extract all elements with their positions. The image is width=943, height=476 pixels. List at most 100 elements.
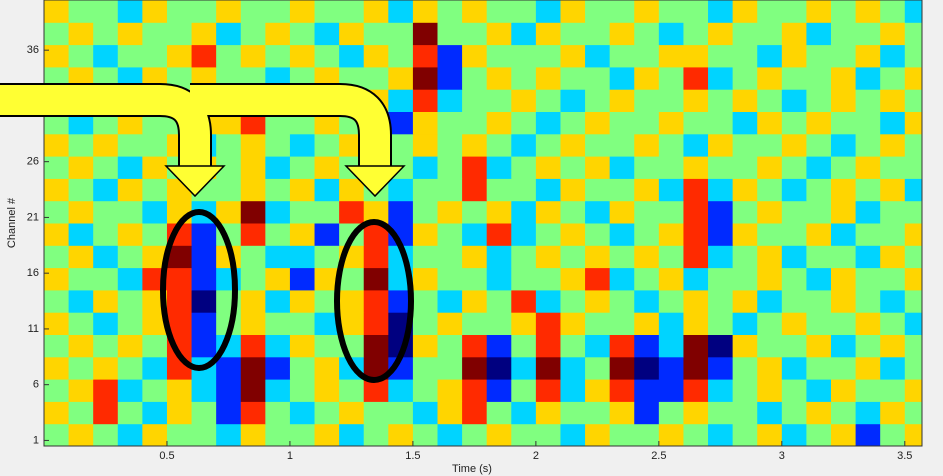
heatmap-cell — [241, 335, 266, 358]
heatmap-cell — [634, 245, 659, 268]
heatmap-cell — [44, 290, 69, 313]
heatmap-cell — [93, 201, 118, 224]
heatmap-cell — [659, 134, 684, 157]
heatmap-cell — [536, 223, 561, 246]
heatmap-cell — [93, 424, 118, 447]
heatmap-cell — [413, 45, 438, 68]
heatmap-cell — [216, 357, 241, 380]
heatmap-cell — [241, 290, 266, 313]
heatmap-cell — [634, 89, 659, 112]
heatmap-cell — [757, 134, 782, 157]
heatmap-cell — [364, 45, 389, 68]
heatmap-cell — [388, 45, 413, 68]
heatmap-cell — [585, 290, 610, 313]
heatmap-cell — [290, 178, 315, 201]
heatmap-cell — [757, 112, 782, 135]
heatmap-cell — [683, 401, 708, 424]
heatmap-cell — [487, 134, 512, 157]
heatmap-cell — [462, 401, 487, 424]
heatmap-cell — [683, 22, 708, 45]
heatmap-cell — [536, 401, 561, 424]
heatmap-cell — [880, 268, 905, 291]
heatmap-cell — [856, 89, 881, 112]
heatmap-cell — [880, 178, 905, 201]
heatmap-cell — [880, 89, 905, 112]
heatmap-cell — [806, 89, 831, 112]
heatmap-cell — [634, 0, 659, 23]
heatmap-cell — [69, 223, 94, 246]
heatmap-cell — [831, 0, 856, 23]
heatmap-cell — [536, 268, 561, 291]
heatmap-cell — [683, 0, 708, 23]
heatmap-cell — [782, 424, 807, 447]
heatmap-cell — [880, 67, 905, 90]
heatmap-cell — [315, 0, 340, 23]
heatmap-cell — [733, 268, 758, 291]
heatmap-cell — [610, 22, 635, 45]
heatmap-cell — [585, 401, 610, 424]
heatmap-cell — [880, 335, 905, 358]
heatmap-cell — [683, 268, 708, 291]
heatmap-cell — [118, 156, 143, 179]
heatmap-cell — [610, 335, 635, 358]
heatmap-cell — [290, 223, 315, 246]
x-tick-label: 2.5 — [651, 450, 666, 462]
heatmap-cell — [560, 312, 585, 335]
heatmap-cell — [192, 335, 217, 358]
heatmap-cell — [487, 22, 512, 45]
heatmap-cell — [683, 112, 708, 135]
heatmap-cell — [560, 134, 585, 157]
heatmap-cell — [856, 0, 881, 23]
heatmap-cell — [192, 401, 217, 424]
heatmap-cell — [536, 379, 561, 402]
heatmap-cell — [757, 0, 782, 23]
heatmap-cell — [315, 379, 340, 402]
heatmap-cell — [610, 424, 635, 447]
heatmap-cell — [388, 134, 413, 157]
heatmap-cell — [683, 134, 708, 157]
heatmap-cell — [856, 22, 881, 45]
heatmap-cell — [462, 223, 487, 246]
heatmap-cell — [290, 156, 315, 179]
heatmap-cell — [511, 268, 536, 291]
heatmap-cell — [413, 201, 438, 224]
heatmap-cell — [69, 379, 94, 402]
heatmap-cell — [192, 290, 217, 313]
heatmap-cell — [93, 379, 118, 402]
heatmap-cell — [536, 335, 561, 358]
heatmap-cell — [806, 201, 831, 224]
y-tick-label: 6 — [33, 379, 39, 391]
heatmap-cell — [806, 134, 831, 157]
heatmap-cell — [782, 67, 807, 90]
heatmap-cell — [782, 357, 807, 380]
heatmap-cell — [536, 89, 561, 112]
heatmap-cell — [782, 134, 807, 157]
heatmap-cell — [659, 112, 684, 135]
heatmap-cell — [880, 401, 905, 424]
heatmap-cell — [69, 312, 94, 335]
heatmap-cell — [290, 401, 315, 424]
heatmap-cell — [265, 424, 290, 447]
heatmap-cell — [757, 67, 782, 90]
heatmap-cell — [659, 201, 684, 224]
y-tick-label: 11 — [28, 323, 39, 335]
heatmap-cell — [905, 178, 923, 201]
heatmap-cell — [708, 379, 733, 402]
heatmap-cell — [585, 22, 610, 45]
heatmap-cell — [585, 312, 610, 335]
heatmap-cell — [683, 357, 708, 380]
heatmap-cell — [339, 290, 364, 313]
heatmap-cell — [585, 335, 610, 358]
heatmap-cell — [708, 312, 733, 335]
heatmap-cell — [856, 424, 881, 447]
heatmap-cell — [44, 268, 69, 291]
heatmap-cell — [610, 245, 635, 268]
heatmap-cell — [659, 45, 684, 68]
heatmap-cell — [438, 245, 463, 268]
heatmap-cell — [69, 45, 94, 68]
heatmap-cell — [487, 401, 512, 424]
heatmap-cell — [806, 335, 831, 358]
heatmap-cell — [462, 268, 487, 291]
heatmap-cell — [659, 379, 684, 402]
heatmap-cell — [265, 178, 290, 201]
